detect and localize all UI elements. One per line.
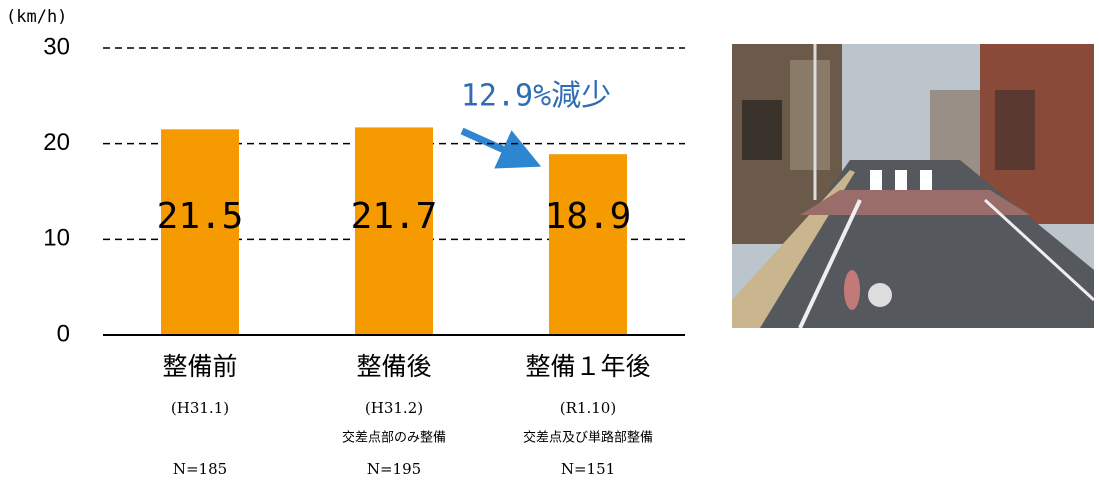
sample-size: N=151 [561, 460, 615, 478]
bar [549, 154, 627, 335]
chart: (km/h) 12.9%減少 0 10 20 30 21.5 整備前 (H31.1) N=18… [0, 0, 1099, 480]
x-tick-label: 整備後 [356, 352, 431, 381]
y-tick-label: 20 [43, 129, 70, 156]
y-tick-label: 30 [43, 33, 70, 60]
y-axis-unit: (km/h) [6, 7, 67, 27]
period-label: (R1.10) [560, 399, 616, 417]
note-label: 交差点及び単路部整備 [523, 430, 653, 446]
sample-size: N=195 [367, 460, 421, 478]
note-label: 交差点部のみ整備 [342, 430, 446, 446]
y-tick-label: 10 [43, 225, 70, 252]
period-label: (H31.2) [365, 399, 423, 417]
sample-size: N=185 [173, 460, 227, 478]
value-label: 21.7 [351, 196, 438, 237]
value-label: 18.9 [545, 196, 632, 237]
annotation-arrow [462, 131, 522, 158]
annotation: 12.9%減少 [461, 79, 611, 114]
x-tick-label: 整備前 [162, 352, 237, 381]
street-photo [732, 44, 1094, 328]
y-tick-label: 0 [57, 320, 70, 347]
value-label: 21.5 [157, 196, 244, 237]
period-label: (H31.1) [171, 399, 229, 417]
x-tick-label: 整備１年後 [525, 352, 650, 381]
